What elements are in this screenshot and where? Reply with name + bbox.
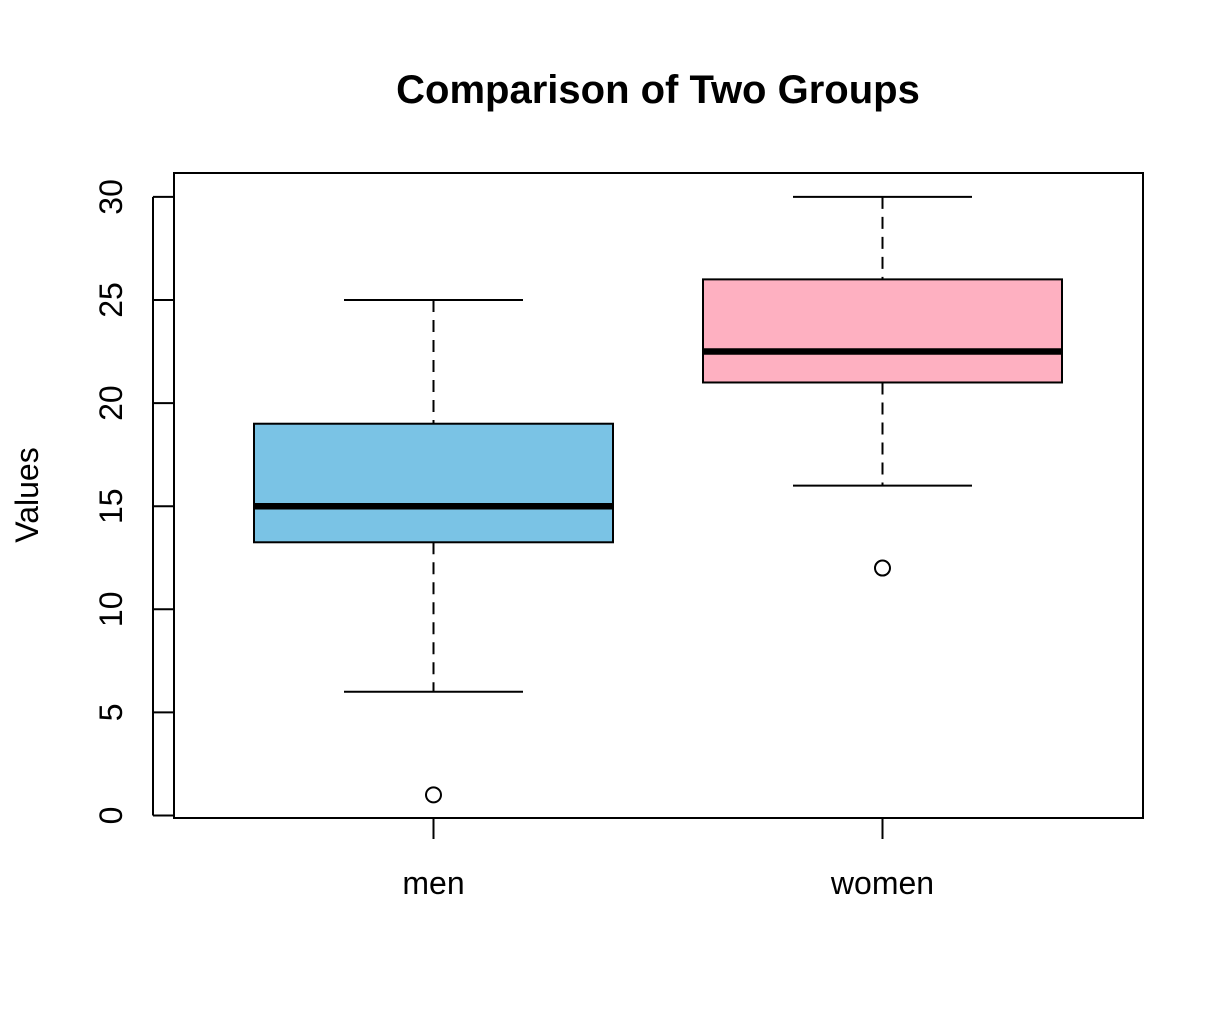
box-group-women — [702, 195, 1063, 577]
y-axis-label: Values — [9, 447, 45, 542]
boxes-layer — [253, 195, 1063, 804]
box-group-men — [253, 299, 614, 804]
iqr-box — [702, 278, 1063, 384]
chart-title: Comparison of Two Groups — [396, 68, 920, 112]
outlier-point — [425, 786, 442, 804]
plot-area-frame — [173, 172, 1144, 819]
y-tick-label: 25 — [93, 282, 129, 318]
y-tick-label: 20 — [93, 385, 129, 421]
y-tick-label: 10 — [93, 592, 129, 628]
x-axis: men women — [402, 818, 934, 901]
y-tick-label: 30 — [93, 179, 129, 215]
y-tick-label: 5 — [93, 704, 129, 722]
x-tick-label-women: women — [830, 865, 934, 901]
outlier-point — [874, 559, 891, 577]
x-tick-label-men: men — [402, 865, 464, 901]
y-tick-label: 15 — [93, 488, 129, 524]
y-tick-label: 0 — [93, 807, 129, 825]
iqr-box — [253, 422, 614, 544]
y-axis: 0 5 10 15 20 25 30 — [93, 179, 174, 824]
